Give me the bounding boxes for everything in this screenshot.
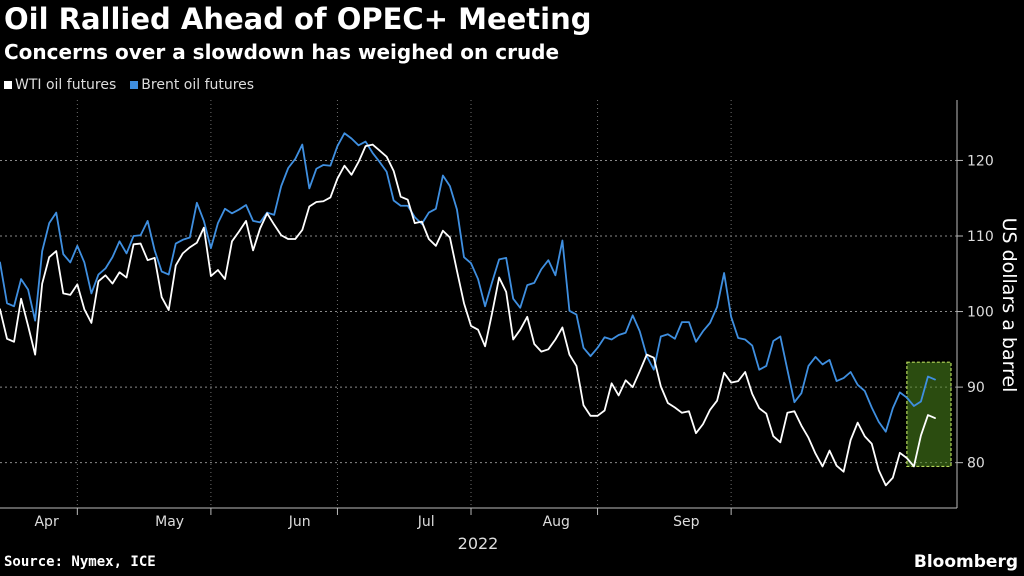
y-tick-label: 100 <box>967 305 994 321</box>
chart-title: Oil Rallied Ahead of OPEC+ Meeting <box>4 2 592 36</box>
x-tick-label: Sep <box>673 514 700 530</box>
legend: WTI oil futures Brent oil futures <box>4 77 254 93</box>
chart-subtitle: Concerns over a slowdown has weighed on … <box>4 40 560 64</box>
series-line-brent <box>0 132 936 433</box>
y-tick-label: 90 <box>967 380 985 396</box>
y-tick-label: 80 <box>967 456 985 472</box>
series-lines <box>0 132 936 487</box>
series-line-wti <box>0 143 936 487</box>
highlight-box <box>906 361 952 468</box>
y-tick-labels: 80 90 100 110 120 <box>967 153 994 471</box>
y-tick-label: 110 <box>967 229 994 245</box>
x-tick-labels: Apr May Jun Jul Aug Sep <box>34 514 699 530</box>
legend-swatch-brent <box>130 81 139 89</box>
x-tick-label: Aug <box>543 514 570 530</box>
axes <box>0 100 963 515</box>
y-axis-label: US dollars a barrel <box>998 218 1020 393</box>
x-tick-label: Jul <box>417 514 435 530</box>
legend-swatch-wti <box>4 81 12 89</box>
x-axis-year-label: 2022 <box>458 534 499 553</box>
legend-item-brent: Brent oil futures <box>130 77 254 93</box>
y-tick-label: 120 <box>967 153 994 169</box>
legend-label-wti: WTI oil futures <box>15 77 117 93</box>
legend-item-wti: WTI oil futures <box>4 77 116 93</box>
grid-lines <box>0 100 957 508</box>
bloomberg-logo: Bloomberg <box>913 552 1018 572</box>
x-tick-label: Jun <box>288 514 311 530</box>
source-note: Source: Nymex, ICE <box>4 554 156 570</box>
legend-label-brent: Brent oil futures <box>141 77 255 93</box>
highlight-rect <box>906 361 952 468</box>
x-tick-label: May <box>155 514 184 530</box>
x-tick-label: Apr <box>34 514 58 530</box>
